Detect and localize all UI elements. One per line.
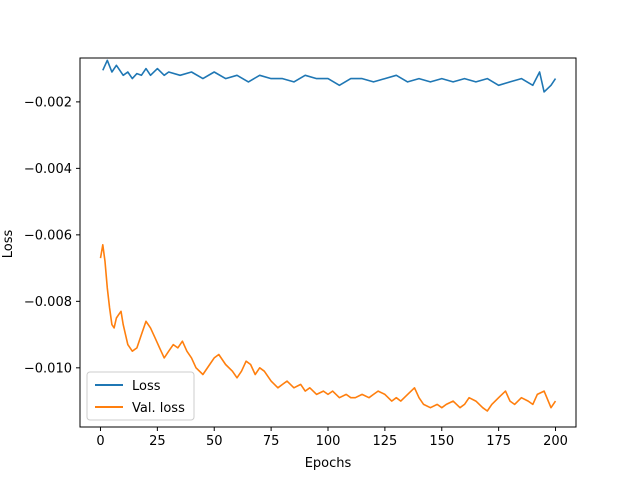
x-tick-label: 50 xyxy=(206,434,223,449)
series-line-loss xyxy=(102,59,557,93)
x-tick-label: 75 xyxy=(263,434,280,449)
legend-label-loss: Loss xyxy=(132,379,161,394)
y-tick-label: −0.004 xyxy=(24,162,72,177)
y-tick-label: −0.008 xyxy=(24,295,72,310)
x-tick-label: 175 xyxy=(486,434,511,449)
y-tick-label: −0.010 xyxy=(24,361,72,376)
x-axis-label: Epochs xyxy=(305,456,352,471)
x-tick-label: 100 xyxy=(316,434,341,449)
y-tick-label: −0.002 xyxy=(24,95,72,110)
x-tick-label: 200 xyxy=(543,434,568,449)
y-axis-label: Loss xyxy=(1,230,16,259)
legend-label-val-loss: Val. loss xyxy=(132,401,185,416)
x-tick-label: 150 xyxy=(429,434,454,449)
y-tick-label: −0.006 xyxy=(24,228,72,243)
legend: Loss Val. loss xyxy=(86,371,195,421)
x-tick-label: 0 xyxy=(96,434,104,449)
series-layer xyxy=(99,59,557,412)
series-line-val-loss xyxy=(99,244,557,412)
x-axis-ticks: 0 25 50 75 100 125 150 175 200 xyxy=(96,427,568,449)
y-axis-ticks: −0.002 −0.004 −0.006 −0.008 −0.010 xyxy=(24,95,80,376)
x-tick-label: 125 xyxy=(372,434,397,449)
x-tick-label: 25 xyxy=(149,434,166,449)
plot-area xyxy=(80,58,576,427)
